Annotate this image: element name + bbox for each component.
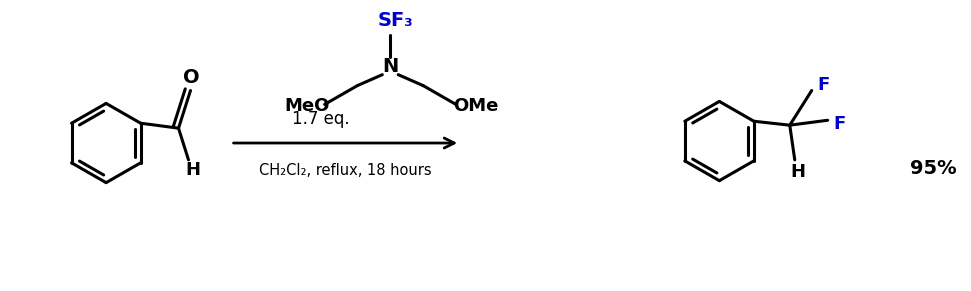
Text: MeO: MeO [284,97,329,115]
Text: N: N [383,57,398,76]
Text: 1.7 eq.: 1.7 eq. [291,110,350,128]
Text: H: H [790,163,805,181]
Text: H: H [185,161,200,179]
Text: F: F [818,76,830,94]
Text: F: F [833,115,846,133]
Text: O: O [184,68,200,87]
Text: CH₂Cl₂, reflux, 18 hours: CH₂Cl₂, reflux, 18 hours [259,163,432,178]
Text: 95%: 95% [911,159,957,178]
Text: SF₃: SF₃ [378,11,413,30]
Text: OMe: OMe [453,97,498,115]
